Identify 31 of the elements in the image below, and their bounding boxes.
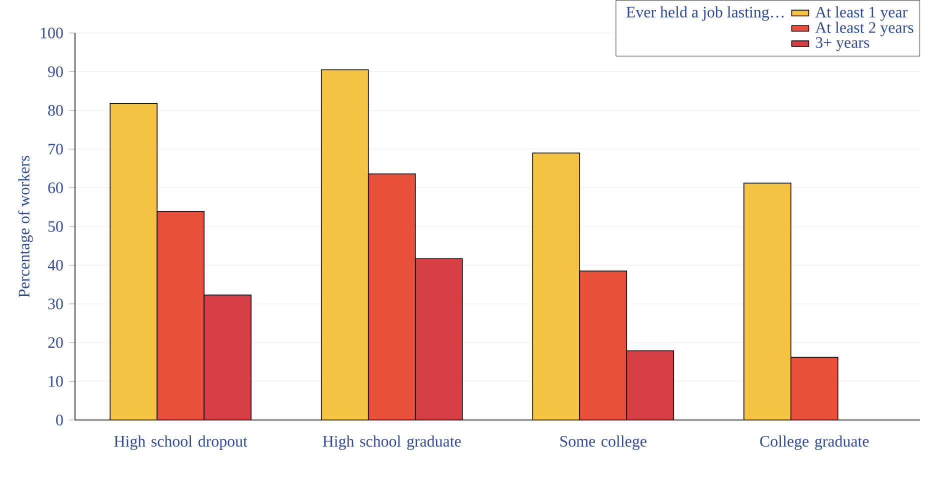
y-tick-label: 0 — [56, 414, 63, 426]
bar — [110, 103, 158, 420]
y-tick-label: 90 — [48, 66, 63, 78]
y-tick-label: 20 — [48, 337, 63, 348]
y-tick-label: 80 — [48, 105, 63, 116]
bar — [580, 271, 627, 420]
y-tick-label: 50 — [48, 221, 63, 232]
x-tick-label: High school graduate — [322, 436, 461, 450]
legend-label: At least 2 years — [815, 22, 914, 36]
y-tick-label: 40 — [48, 260, 63, 271]
legend-title: Ever held a job lasting… — [626, 6, 784, 21]
bar — [415, 258, 462, 420]
bar — [743, 182, 792, 420]
y-tick-label: 30 — [48, 298, 63, 310]
legend-label: At least 1 year — [815, 6, 908, 21]
bar — [368, 174, 416, 420]
y-tick-label: 10 — [48, 376, 63, 387]
bar — [626, 350, 674, 420]
x-tick-label: Some college — [560, 436, 646, 450]
y-tick-label: 70 — [48, 144, 63, 154]
bar — [790, 356, 838, 420]
y-tick-label: 100 — [40, 28, 63, 38]
x-tick-label: High school dropout — [114, 436, 248, 450]
legend-label: 3+ years — [816, 37, 870, 52]
y-tick-label: 60 — [48, 182, 63, 194]
bar — [204, 294, 252, 420]
bar — [321, 70, 368, 420]
x-tick-label: College graduate — [760, 436, 869, 450]
y-axis-title: Percentage of workers — [18, 156, 33, 298]
bar — [157, 211, 204, 420]
bar — [532, 152, 580, 420]
